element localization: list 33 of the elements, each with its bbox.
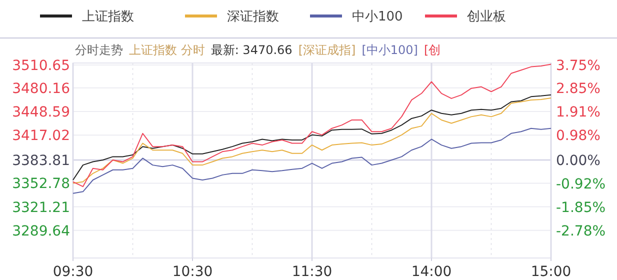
x-tick-label: 14:00 [411, 264, 452, 280]
legend-label: 上证指数 [82, 10, 134, 24]
y-tick-label: 3510.65 [12, 58, 70, 74]
y-tick-label: 3480.16 [12, 80, 70, 97]
y-tick-label: 3352.78 [12, 176, 70, 192]
y2-tick-label: 1.91% [556, 104, 600, 121]
line-series [72, 64, 552, 188]
line-series [72, 128, 552, 194]
text: [创 [424, 43, 441, 57]
y-tick-label: 3417.02 [12, 128, 70, 144]
x-tick-label: 09:30 [52, 264, 94, 280]
text: [深证成指] [298, 43, 356, 57]
y-tick-label: 3289.64 [12, 223, 70, 240]
x-tick-label: 10:30 [172, 264, 213, 280]
text: 上证指数 分时 [129, 43, 205, 57]
y2-tick-label: 0.00% [556, 152, 600, 169]
x-tick-label: 15:00 [530, 264, 572, 280]
text: [中小100] [362, 43, 418, 57]
text: 分时走势 [75, 43, 123, 57]
y-tick-label: 3383.81 [12, 152, 70, 169]
y-tick-label: 3321.21 [12, 200, 70, 216]
text: 最新: 3470.66 [210, 43, 292, 57]
x-tick-label: 11:30 [292, 264, 332, 280]
legend-label: 中小100 [352, 10, 403, 24]
y2-tick-label: 3.75% [556, 58, 600, 74]
legend-label: 深证指数 [227, 10, 279, 24]
legend-label: 创业板 [467, 10, 506, 24]
y2-tick-label: -2.78% [556, 223, 606, 240]
y2-tick-label: -0.92% [556, 176, 606, 192]
y2-tick-label: -1.85% [556, 200, 606, 216]
y2-tick-label: 2.85% [556, 80, 600, 97]
y2-tick-label: 0.98% [556, 128, 600, 144]
y-tick-label: 3448.59 [12, 104, 70, 120]
